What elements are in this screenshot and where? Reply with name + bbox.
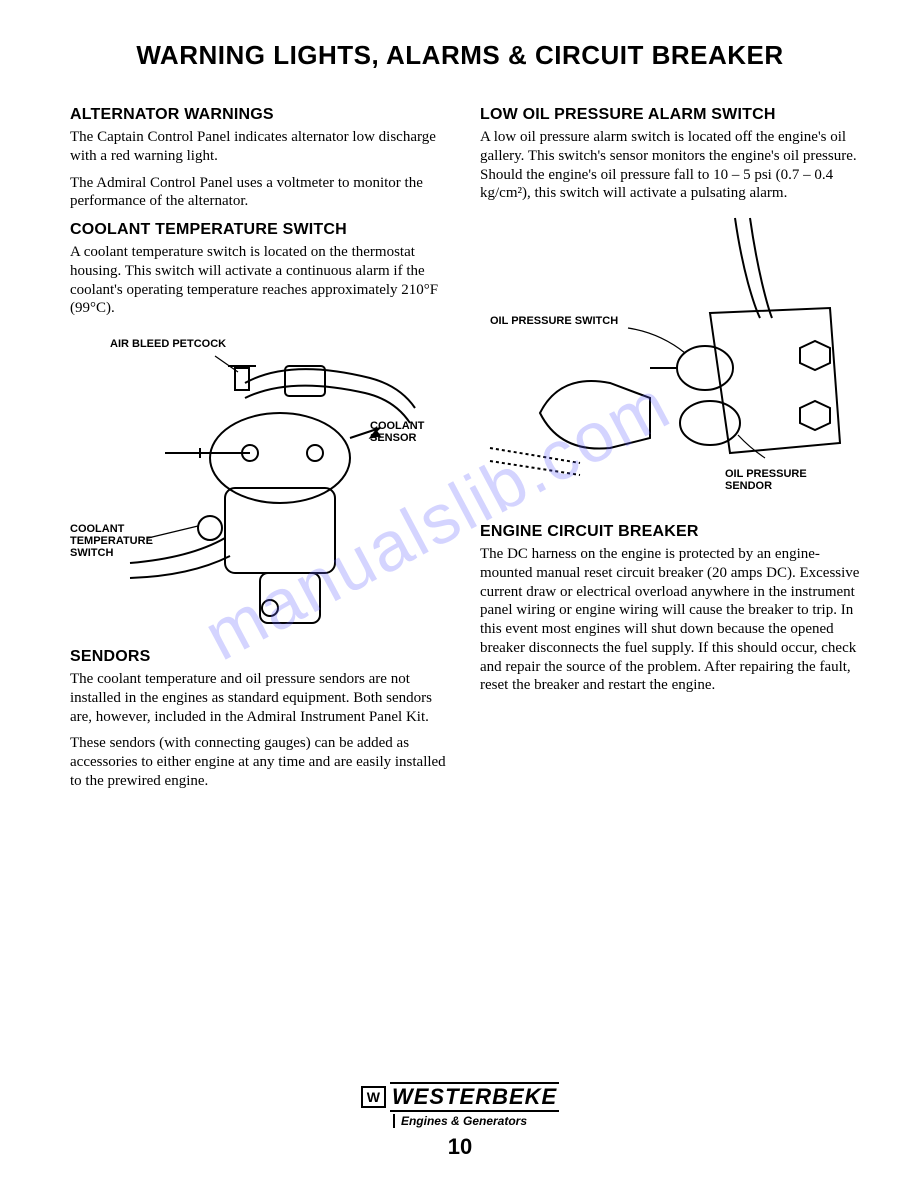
oil-pressure-diagram: OIL PRESSURE SWITCH OIL PRESSURE SENDOR bbox=[480, 213, 860, 513]
page-footer: W WESTERBEKE Engines & Generators 10 bbox=[0, 1082, 920, 1160]
brand-name: WESTERBEKE bbox=[390, 1082, 559, 1112]
page-title: WARNING LIGHTS, ALARMS & CIRCUIT BREAKER bbox=[70, 40, 850, 71]
label-coolant-sensor: COOLANT SENSOR bbox=[370, 420, 450, 444]
label-coolant-temp-switch: COOLANT TEMPERATURE SWITCH bbox=[70, 523, 153, 559]
coolant-diagram-svg bbox=[70, 328, 450, 638]
paragraph: The Captain Control Panel indicates alte… bbox=[70, 128, 450, 166]
label-oil-pressure-sendor: OIL PRESSURE SENDOR bbox=[725, 468, 807, 492]
paragraph: A low oil pressure alarm switch is locat… bbox=[480, 128, 860, 203]
heading-sendors: SENDORS bbox=[70, 648, 450, 666]
coolant-diagram: AIR BLEED PETCOCK COOLANT SENSOR COOLANT… bbox=[70, 328, 450, 638]
brand-tagline: Engines & Generators bbox=[393, 1114, 527, 1128]
label-oil-pressure-switch: OIL PRESSURE SWITCH bbox=[490, 315, 618, 327]
paragraph: A coolant temperature switch is located … bbox=[70, 243, 450, 318]
left-column: ALTERNATOR WARNINGS The Captain Control … bbox=[70, 96, 450, 799]
heading-alternator-warnings: ALTERNATOR WARNINGS bbox=[70, 106, 450, 124]
paragraph: The Admiral Control Panel uses a voltmet… bbox=[70, 174, 450, 212]
heading-low-oil-pressure: LOW OIL PRESSURE ALARM SWITCH bbox=[480, 106, 860, 124]
content-columns: ALTERNATOR WARNINGS The Captain Control … bbox=[70, 96, 850, 799]
right-column: LOW OIL PRESSURE ALARM SWITCH A low oil … bbox=[480, 96, 860, 799]
brand-logo: W WESTERBEKE Engines & Generators bbox=[361, 1082, 559, 1130]
brand-icon: W bbox=[361, 1086, 386, 1108]
paragraph: The DC harness on the engine is protecte… bbox=[480, 545, 860, 695]
paragraph: These sendors (with connecting gauges) c… bbox=[70, 734, 450, 790]
paragraph: The coolant temperature and oil pressure… bbox=[70, 670, 450, 726]
heading-engine-circuit-breaker: ENGINE CIRCUIT BREAKER bbox=[480, 523, 860, 541]
page-number: 10 bbox=[0, 1134, 920, 1160]
heading-coolant-temp-switch: COOLANT TEMPERATURE SWITCH bbox=[70, 221, 450, 239]
label-air-bleed-petcock: AIR BLEED PETCOCK bbox=[110, 338, 226, 350]
